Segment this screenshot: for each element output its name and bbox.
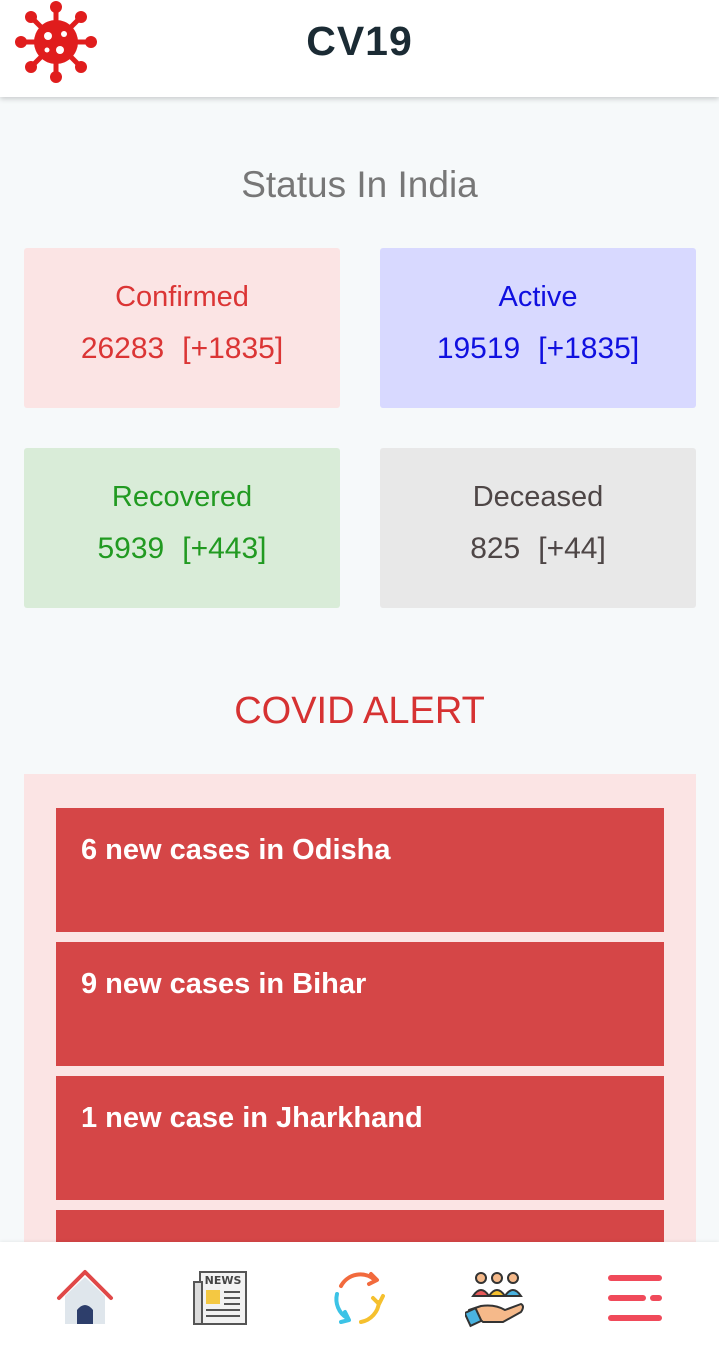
deceased-value: 825 [+44]: [380, 532, 696, 566]
deceased-card[interactable]: Deceased 825 [+44]: [380, 448, 696, 608]
confirmed-value: 26283 [+1835]: [24, 332, 340, 366]
svg-text:NEWS: NEWS: [205, 1274, 242, 1287]
virus-icon[interactable]: [14, 0, 98, 84]
confirmed-delta: [+1835]: [182, 332, 284, 365]
recovered-delta: [+443]: [182, 532, 267, 565]
recovered-label: Recovered: [111, 481, 253, 513]
bottom-nav: NEWS: [0, 1242, 719, 1353]
home-icon[interactable]: [53, 1266, 117, 1330]
recovered-value: 5939 [+443]: [24, 532, 340, 566]
confirmed-count: 26283: [80, 332, 165, 365]
recovered-card[interactable]: Recovered 5939 [+443]: [24, 448, 340, 608]
status-title: Status In India: [241, 164, 478, 205]
alert-item[interactable]: 6 new cases in Odisha: [56, 808, 664, 932]
menu-icon[interactable]: [603, 1266, 667, 1330]
news-icon[interactable]: NEWS: [190, 1266, 254, 1330]
alert-item[interactable]: 9 new cases in Bihar: [56, 942, 664, 1066]
recovered-count: 5939: [97, 532, 165, 565]
active-label: Active: [498, 281, 578, 313]
deceased-count: 825: [470, 532, 521, 565]
community-care-icon[interactable]: [465, 1266, 529, 1330]
alert-title: COVID ALERT: [234, 690, 485, 732]
deceased-delta: [+44]: [538, 532, 606, 565]
alert-item[interactable]: 1 new case in Jharkhand: [56, 1076, 664, 1200]
app-header: CV19: [0, 0, 719, 97]
refresh-icon[interactable]: [327, 1266, 391, 1330]
deceased-label: Deceased: [472, 481, 604, 513]
active-value: 19519 [+1835]: [380, 332, 696, 366]
confirmed-card[interactable]: Confirmed 26283 [+1835]: [24, 248, 340, 408]
active-delta: [+1835]: [538, 332, 640, 365]
active-count: 19519: [436, 332, 521, 365]
confirmed-label: Confirmed: [115, 281, 249, 313]
app-title: CV19: [306, 18, 413, 64]
active-card[interactable]: Active 19519 [+1835]: [380, 248, 696, 408]
